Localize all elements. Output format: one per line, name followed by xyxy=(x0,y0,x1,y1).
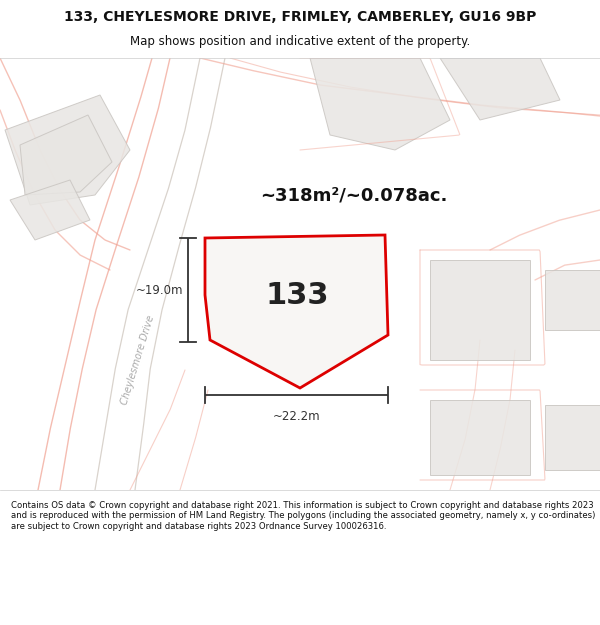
Text: ~318m²/~0.078ac.: ~318m²/~0.078ac. xyxy=(260,186,448,204)
Polygon shape xyxy=(10,180,90,240)
Text: 133, CHEYLESMORE DRIVE, FRIMLEY, CAMBERLEY, GU16 9BP: 133, CHEYLESMORE DRIVE, FRIMLEY, CAMBERL… xyxy=(64,11,536,24)
Polygon shape xyxy=(430,400,530,475)
Polygon shape xyxy=(545,270,600,330)
Text: ~19.0m: ~19.0m xyxy=(136,284,183,296)
Text: Map shows position and indicative extent of the property.: Map shows position and indicative extent… xyxy=(130,35,470,48)
Text: 133: 133 xyxy=(265,281,329,309)
Polygon shape xyxy=(545,405,600,470)
Polygon shape xyxy=(20,115,112,195)
Text: Contains OS data © Crown copyright and database right 2021. This information is : Contains OS data © Crown copyright and d… xyxy=(11,501,595,531)
Polygon shape xyxy=(5,95,130,205)
Polygon shape xyxy=(310,58,450,150)
Text: ~22.2m: ~22.2m xyxy=(272,410,320,423)
Text: Cheylesmore Drive: Cheylesmore Drive xyxy=(119,314,157,406)
Polygon shape xyxy=(205,235,388,388)
Polygon shape xyxy=(430,260,530,360)
Polygon shape xyxy=(440,58,560,120)
